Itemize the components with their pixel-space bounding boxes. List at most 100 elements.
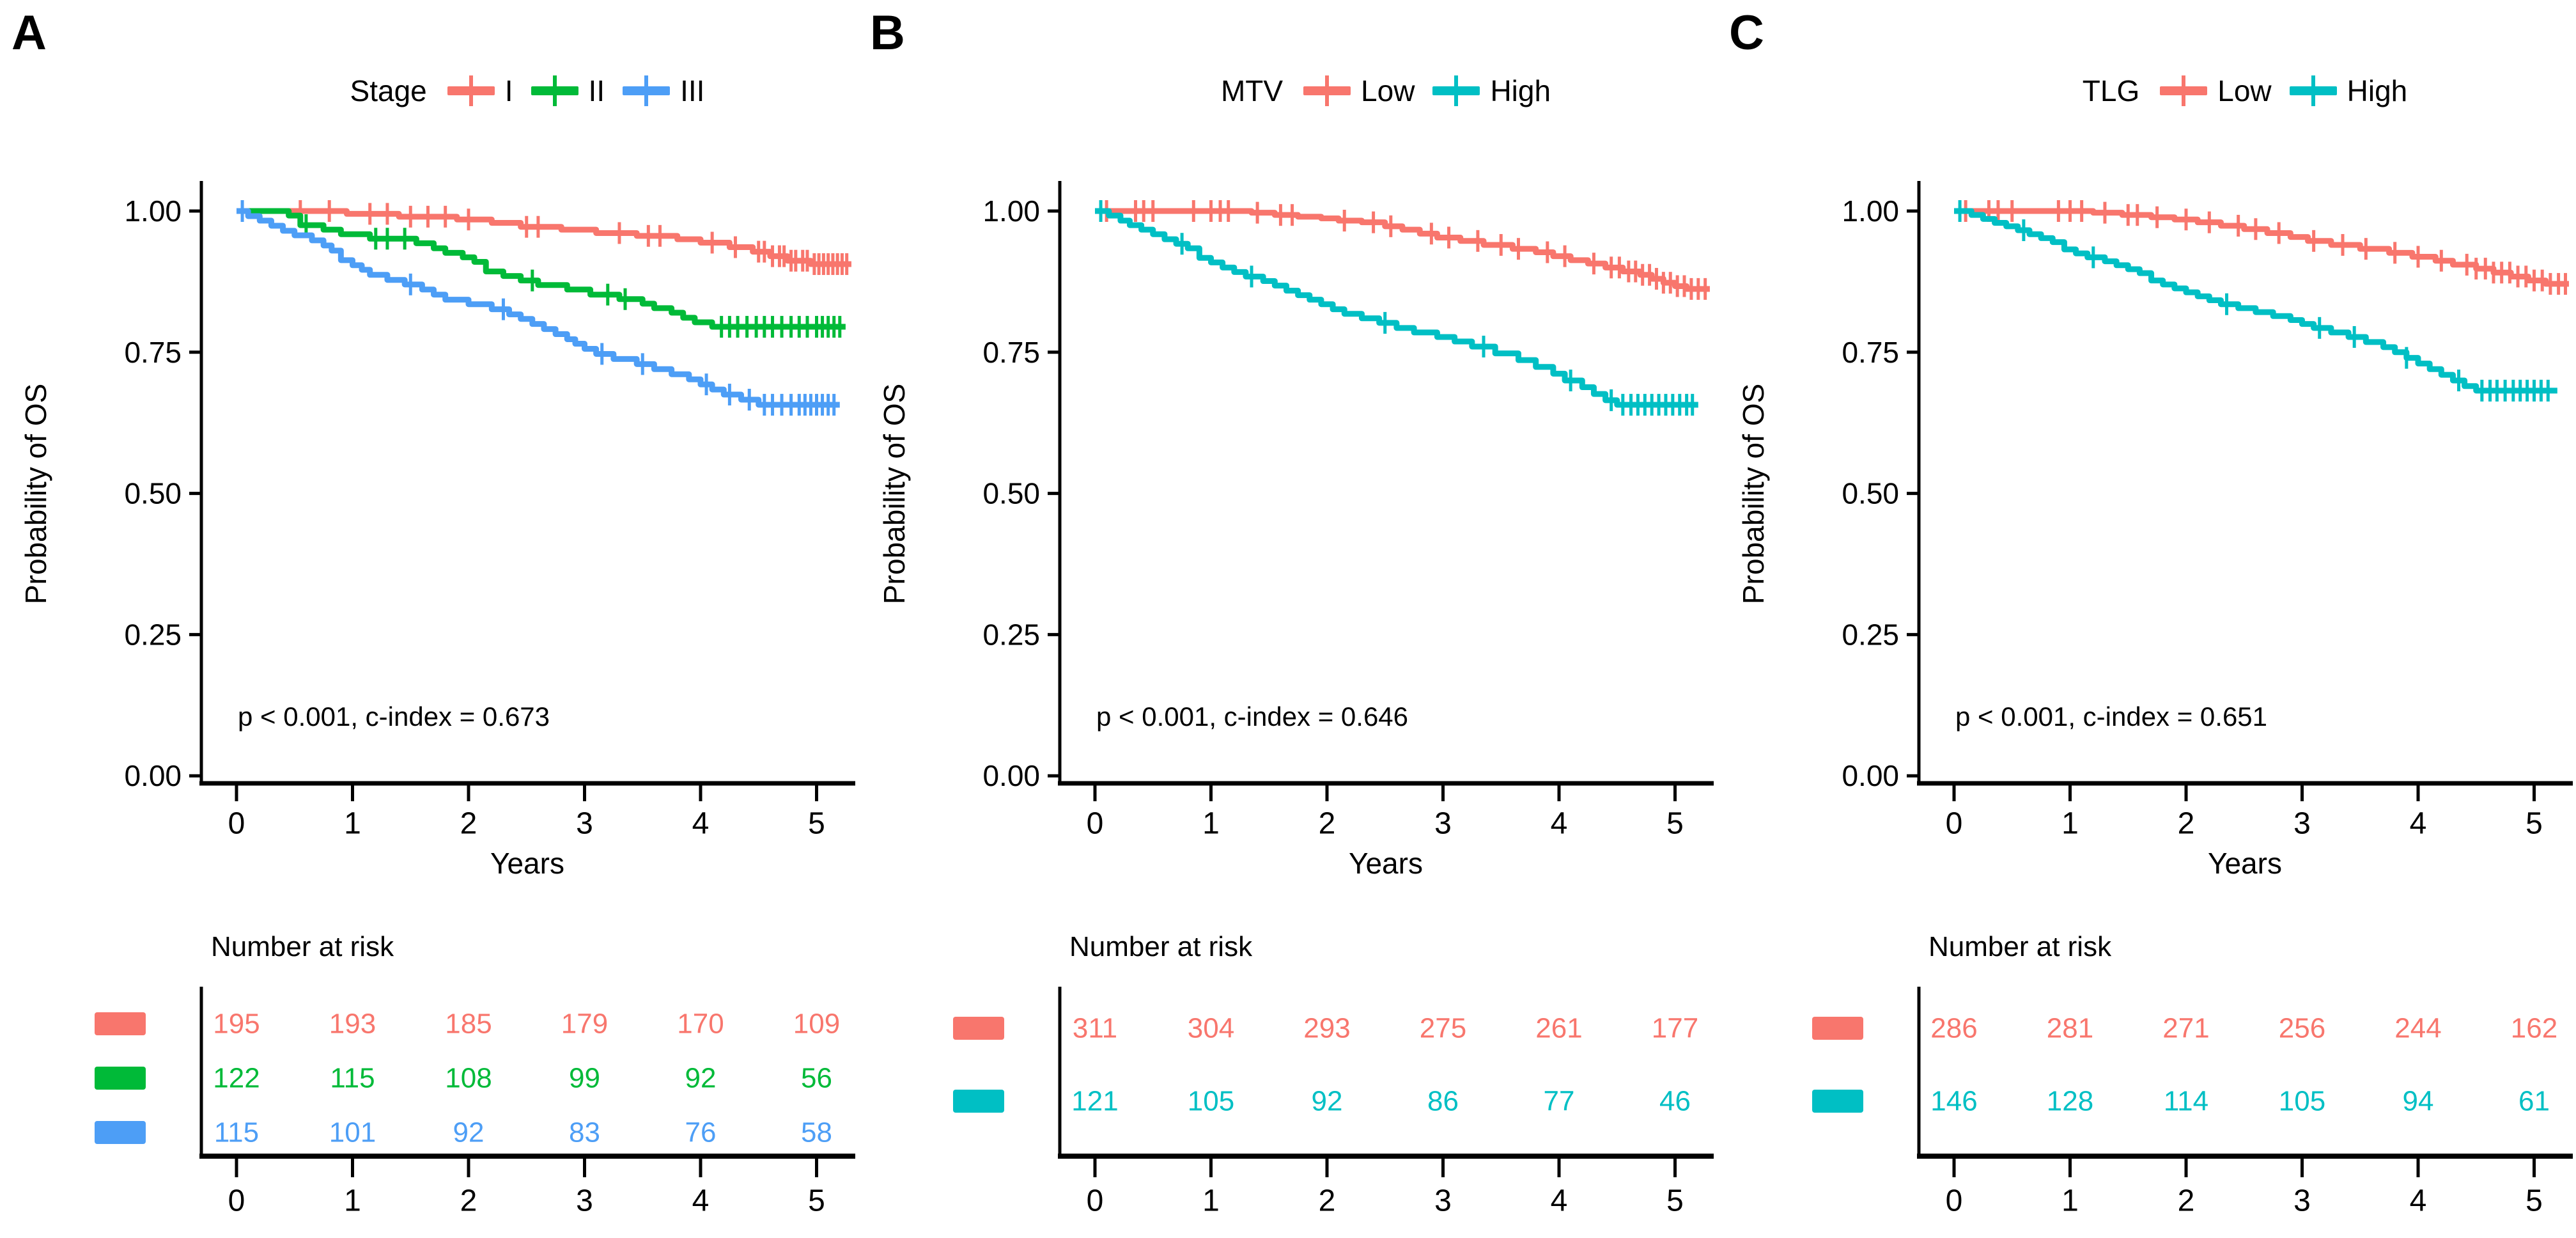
risk-count-ii: 108: [445, 1063, 492, 1094]
risk-swatch-ii: [95, 1067, 146, 1090]
risk-count-iii: 58: [801, 1117, 832, 1148]
panel-b: B MTV Low High Probability of OS p < 0.00…: [858, 0, 1717, 1238]
risk-count-low: 293: [1303, 1013, 1350, 1044]
risk-count-i: 109: [793, 1008, 840, 1040]
risk-tick-label: 3: [2293, 1184, 2311, 1218]
km-plot-b: 1.00 0.75 0.50 0.25 0.00 0 1 2 3 4 5 0 1 2 3 4 5 311 304 29…: [953, 181, 1714, 1218]
y-tick-label: 0.75: [1842, 336, 1899, 369]
risk-count-low: 177: [1652, 1013, 1698, 1044]
risk-count-high: 94: [2403, 1086, 2434, 1117]
y-tick-label: 1.00: [1842, 194, 1899, 228]
risk-count-low: 311: [1073, 1013, 1117, 1044]
legend-item-label: I: [504, 74, 513, 107]
risk-swatch-high: [953, 1090, 1004, 1113]
risk-count-iii: 83: [569, 1117, 600, 1148]
legend-key-icon: [623, 75, 671, 106]
legend-c: TLG Low High: [1919, 64, 2571, 118]
x-tick-label: 4: [2410, 807, 2427, 841]
risk-count-high: 92: [1312, 1086, 1343, 1117]
y-tick-label: 0.50: [1842, 477, 1899, 510]
legend-title: MTV: [1220, 74, 1284, 107]
risk-count-low: 261: [1535, 1013, 1582, 1044]
km-curve-high: [1095, 208, 1698, 408]
y-tick-label: 0.75: [124, 336, 182, 369]
risk-tick-label: 4: [2410, 1184, 2427, 1218]
legend-title: TLG: [2082, 74, 2140, 107]
x-tick-label: 5: [1666, 807, 1684, 841]
risk-count-high: 121: [1071, 1086, 1118, 1117]
legend-item-high: High: [1431, 73, 1551, 109]
risk-count-ii: 122: [213, 1063, 260, 1094]
y-tick-label: 1.00: [982, 194, 1040, 228]
y-tick-label: 0.75: [982, 336, 1040, 369]
legend-items: Low High: [2159, 73, 2407, 109]
legend-item-low: Low: [1302, 73, 1415, 109]
legend-item-i: I: [446, 73, 513, 109]
km-plot-a: 1.00 0.75 0.50 0.25 0.00 0 1 2 3 4 5 0 1 2 3 4 5 195 193 18…: [95, 181, 855, 1218]
legend-item-label: III: [680, 74, 705, 107]
y-tick-label: 0.25: [982, 618, 1040, 651]
panel-label-a: A: [12, 6, 47, 60]
legend-item-ii: II: [530, 73, 605, 109]
legend-item-low: Low: [2159, 73, 2272, 109]
legend-items: I II III: [446, 73, 704, 109]
x-tick-label: 3: [576, 807, 593, 841]
x-tick-label: 4: [692, 807, 710, 841]
risk-tick-label: 3: [1434, 1184, 1452, 1218]
x-tick-label: 4: [1551, 807, 1568, 841]
risk-table-title: Number at risk: [1069, 931, 1253, 962]
risk-table-title: Number at risk: [211, 931, 394, 962]
legend-item-iii: III: [621, 73, 704, 109]
km-curve-i: [237, 208, 851, 267]
y-tick-label: 0.50: [124, 477, 182, 510]
legend-key-icon: [531, 75, 578, 106]
risk-swatch-high: [1812, 1090, 1863, 1113]
y-tick-label: 0.50: [982, 477, 1040, 510]
x-axis-title: Years: [2208, 847, 2282, 880]
risk-count-low: 244: [2394, 1013, 2441, 1044]
x-tick-label: 2: [1319, 807, 1336, 841]
panel-a: A Stage I II III Probability of OS p < 0.0…: [0, 0, 858, 1238]
risk-count-iii: 76: [685, 1117, 717, 1148]
y-tick-label: 1.00: [124, 194, 182, 228]
risk-tick-label: 1: [1202, 1184, 1220, 1218]
x-tick-label: 3: [2293, 807, 2311, 841]
risk-tick-label: 2: [2178, 1184, 2195, 1218]
risk-tick-label: 0: [1946, 1184, 1963, 1218]
risk-count-high: 86: [1427, 1086, 1459, 1117]
y-tick-label: 0.25: [124, 618, 182, 651]
x-tick-label: 1: [1202, 807, 1220, 841]
risk-count-iii: 92: [453, 1117, 485, 1148]
stats-annotation: p < 0.001, c-index = 0.673: [238, 701, 550, 732]
risk-count-i: 179: [561, 1008, 608, 1040]
x-tick-label: 1: [2061, 807, 2079, 841]
risk-count-i: 170: [677, 1008, 724, 1040]
risk-tick-label: 0: [228, 1184, 245, 1218]
risk-count-i: 195: [213, 1008, 260, 1040]
risk-count-low: 304: [1188, 1013, 1234, 1044]
risk-count-ii: 115: [330, 1063, 375, 1094]
risk-tick-label: 5: [2526, 1184, 2543, 1218]
y-tick-label: 0.00: [982, 759, 1040, 792]
risk-swatch-low: [953, 1017, 1004, 1040]
x-tick-label: 0: [228, 807, 245, 841]
x-tick-label: 3: [1434, 807, 1452, 841]
risk-count-high: 114: [2164, 1086, 2208, 1117]
legend-item-label: Low: [1361, 74, 1415, 107]
risk-count-iii: 101: [329, 1117, 376, 1148]
km-plot-c: 1.00 0.75 0.50 0.25 0.00 0 1 2 3 4 5 0 1 2 3 4 5 286 281 27…: [1812, 181, 2573, 1218]
risk-count-ii: 56: [801, 1063, 832, 1094]
stats-annotation: p < 0.001, c-index = 0.646: [1096, 701, 1409, 732]
risk-tick-label: 1: [344, 1184, 361, 1218]
risk-tick-label: 5: [1666, 1184, 1684, 1218]
legend-title: Stage: [350, 74, 427, 107]
legend-item-high: High: [2288, 73, 2407, 109]
legend-key-icon: [1303, 75, 1351, 106]
legend-key-icon: [447, 75, 495, 106]
x-tick-label: 5: [2526, 807, 2543, 841]
x-tick-label: 1: [344, 807, 361, 841]
y-tick-label: 0.00: [124, 759, 182, 792]
risk-swatch-i: [95, 1012, 146, 1035]
risk-count-high: 77: [1544, 1086, 1575, 1117]
